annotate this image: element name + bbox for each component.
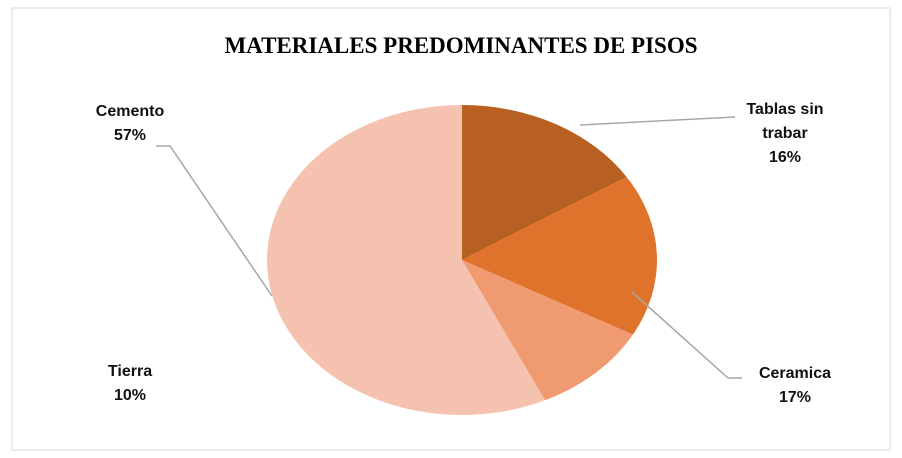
pie bbox=[266, 105, 657, 416]
pie-slice bbox=[462, 105, 627, 260]
value-label: 10% bbox=[113, 387, 147, 404]
chart-title: MATERIALES PREDOMINANTES DE PISOS bbox=[224, 33, 697, 58]
value-label: 16% bbox=[768, 149, 802, 166]
value-label: 57% bbox=[113, 127, 147, 144]
category-label: Cemento bbox=[95, 103, 165, 120]
pie-slice bbox=[462, 176, 657, 335]
slice-label: Ceramica 17% bbox=[735, 362, 855, 410]
category-label: Tablas sin trabar bbox=[746, 101, 824, 142]
pie-slice bbox=[462, 260, 633, 401]
category-label: Ceramica bbox=[758, 365, 832, 382]
slice-label: Cemento 57% bbox=[70, 100, 190, 148]
slice-label: Tierra 10% bbox=[70, 360, 190, 408]
leader-line bbox=[156, 145, 273, 297]
leader-line bbox=[631, 291, 742, 379]
category-label: Tierra bbox=[107, 363, 153, 380]
leader-line bbox=[579, 116, 736, 126]
slice-label: Tablas sin trabar 16% bbox=[725, 98, 845, 170]
value-label: 17% bbox=[778, 389, 812, 406]
pie-slice bbox=[266, 105, 546, 416]
